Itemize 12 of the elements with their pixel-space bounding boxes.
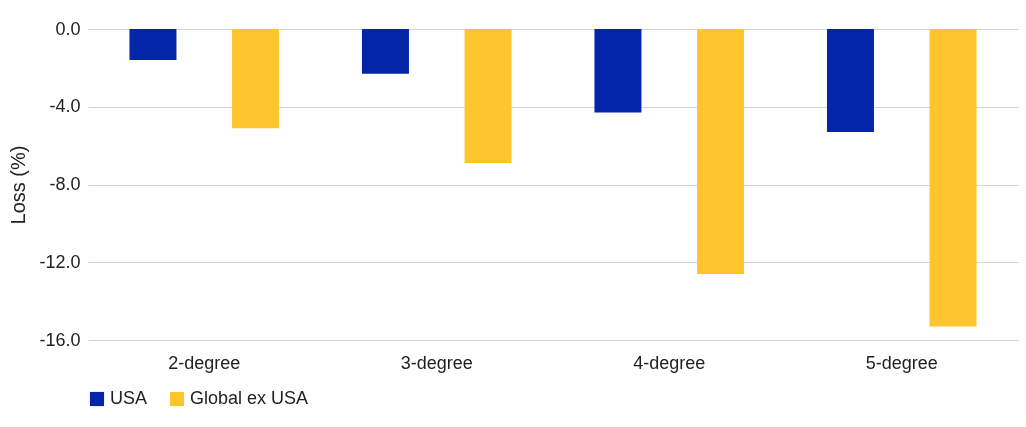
x-tick-label: 5-degree xyxy=(865,352,938,373)
y-tick-label: -8.0 xyxy=(49,174,81,194)
y-tick-label: -12.0 xyxy=(39,251,81,272)
y-tick-label: 0.0 xyxy=(55,18,81,39)
y-tick-label: -4.0 xyxy=(49,96,81,117)
x-tick-label: 3-degree xyxy=(400,352,473,373)
legend-label: USA xyxy=(110,388,148,408)
y-axis-title: Loss (%) xyxy=(7,145,30,225)
x-tick-label: 2-degree xyxy=(168,352,241,373)
x-tick-label: 4-degree xyxy=(633,352,706,373)
y-tick-label: -16.0 xyxy=(39,329,81,350)
legend-label: Global ex USA xyxy=(190,388,309,408)
